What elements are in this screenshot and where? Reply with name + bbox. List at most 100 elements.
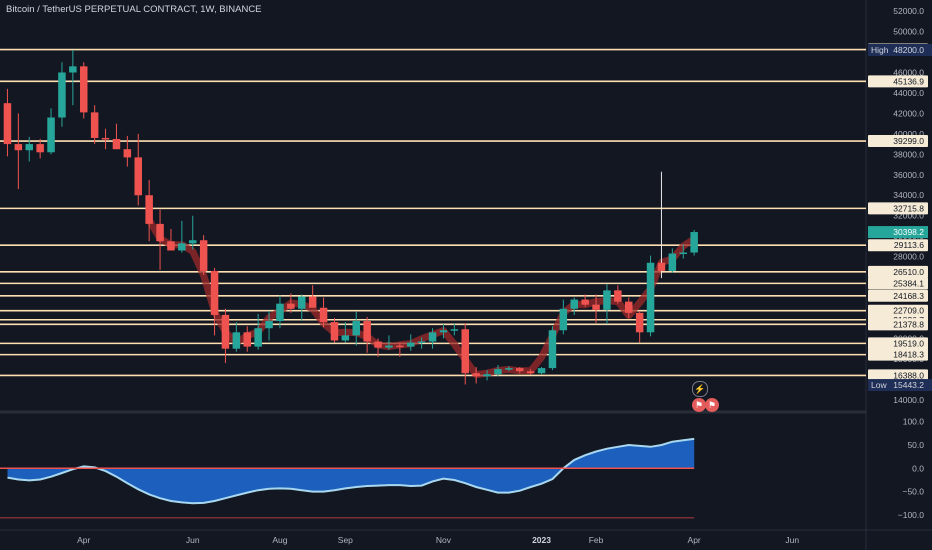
- level-label: 16388.0: [893, 370, 924, 380]
- candle-body[interactable]: [635, 312, 644, 333]
- candle-body[interactable]: [439, 330, 448, 333]
- candle-body[interactable]: [25, 144, 34, 151]
- candle-body[interactable]: [112, 138, 121, 150]
- candle-body[interactable]: [221, 314, 230, 349]
- candle-body[interactable]: [341, 335, 350, 341]
- candle-body[interactable]: [298, 296, 306, 309]
- candle-body[interactable]: [145, 195, 153, 224]
- candle-body[interactable]: [668, 253, 677, 271]
- candle-body[interactable]: [548, 330, 557, 369]
- candle-body[interactable]: [603, 290, 611, 310]
- lightning-icon[interactable]: ⚡: [692, 381, 708, 397]
- candle-body[interactable]: [526, 371, 535, 374]
- price-tick-label: 44000.0: [893, 88, 924, 98]
- candle-body[interactable]: [36, 144, 44, 153]
- candle-body[interactable]: [417, 341, 426, 344]
- candle-body[interactable]: [199, 240, 208, 271]
- level-label: 45136.9: [893, 76, 924, 86]
- candle-body[interactable]: [396, 345, 404, 348]
- candle-body[interactable]: [47, 117, 55, 153]
- level-label-box: [868, 265, 928, 278]
- candle-body[interactable]: [592, 304, 600, 310]
- candle-body[interactable]: [178, 243, 186, 251]
- price-tick-label: 28000.0: [893, 252, 924, 262]
- candle-body[interactable]: [690, 232, 698, 253]
- time-tick-label: Nov: [436, 535, 452, 545]
- level-label-box: [868, 369, 928, 382]
- candle-body[interactable]: [232, 332, 241, 349]
- candle-body[interactable]: [287, 303, 295, 309]
- oscillator-line: [7, 437, 695, 505]
- candle-body[interactable]: [3, 103, 12, 145]
- candle-body[interactable]: [472, 373, 480, 377]
- last-price-box: [868, 226, 928, 239]
- level-label: 32715.8: [893, 203, 924, 213]
- candle-body[interactable]: [189, 240, 197, 244]
- level-label: 22709.0: [893, 306, 924, 316]
- candle-body[interactable]: [679, 252, 688, 255]
- candle-body[interactable]: [319, 307, 328, 323]
- candle-body[interactable]: [374, 341, 382, 348]
- candle-body[interactable]: [363, 321, 371, 342]
- low-label-box: [868, 379, 932, 392]
- candle-body[interactable]: [14, 144, 23, 151]
- candle-body[interactable]: [167, 241, 175, 251]
- flag-icon[interactable]: ⚑: [692, 398, 706, 412]
- candle-body[interactable]: [450, 329, 459, 331]
- level-label-box: [868, 348, 928, 361]
- candle-body[interactable]: [69, 66, 77, 73]
- time-tick-label: Apr: [77, 535, 90, 545]
- candle-body[interactable]: [537, 368, 546, 374]
- candle-body[interactable]: [516, 368, 524, 372]
- flag-icon[interactable]: ⚑: [705, 398, 719, 412]
- candle-body[interactable]: [90, 112, 99, 138]
- candle-body[interactable]: [625, 301, 633, 313]
- time-tick-label: 2023: [532, 535, 551, 545]
- candle-body[interactable]: [265, 321, 273, 329]
- candle-body[interactable]: [308, 296, 317, 308]
- candle-body[interactable]: [428, 332, 437, 342]
- time-tick-label: Feb: [589, 535, 604, 545]
- candle-body[interactable]: [505, 368, 513, 370]
- high-value: 48200.0: [893, 45, 924, 55]
- candle-body[interactable]: [80, 66, 88, 113]
- candle-body[interactable]: [657, 262, 666, 271]
- price-tick-label: 42000.0: [893, 108, 924, 118]
- candle-body[interactable]: [559, 308, 568, 331]
- oscillator-tick-label: −50.0: [902, 487, 924, 497]
- candle-body[interactable]: [58, 72, 66, 118]
- candle-body[interactable]: [254, 328, 262, 347]
- candle-body[interactable]: [134, 157, 143, 196]
- candle-body[interactable]: [581, 299, 589, 305]
- low-label: Low: [871, 380, 887, 390]
- level-label: 29113.6: [894, 240, 924, 250]
- candle-body[interactable]: [461, 329, 470, 374]
- candle-body[interactable]: [243, 332, 252, 347]
- candle-body[interactable]: [330, 322, 339, 341]
- level-label-box: [868, 304, 928, 317]
- candle-body[interactable]: [646, 262, 655, 333]
- candle-body[interactable]: [352, 321, 361, 336]
- high-label: High: [871, 45, 889, 55]
- candle-body[interactable]: [483, 374, 491, 377]
- candle-body[interactable]: [385, 345, 393, 348]
- price-tick-label: 40000.0: [893, 129, 924, 139]
- level-label-box: [868, 239, 928, 252]
- candle-body[interactable]: [276, 303, 284, 322]
- level-label-box: [868, 202, 928, 215]
- candle-body[interactable]: [407, 342, 415, 347]
- candle-body[interactable]: [123, 149, 132, 158]
- candle-body[interactable]: [101, 137, 110, 140]
- candle-body[interactable]: [156, 223, 164, 242]
- candle-body[interactable]: [494, 369, 502, 375]
- level-label-box: [868, 337, 928, 350]
- candle-body[interactable]: [210, 270, 219, 315]
- level-label-box: [868, 135, 928, 148]
- level-label-box: [868, 289, 928, 302]
- candle-body[interactable]: [570, 299, 579, 309]
- level-label: 19519.0: [893, 338, 924, 348]
- candle-body[interactable]: [614, 290, 622, 302]
- price-tick-label: 14000.0: [893, 395, 924, 405]
